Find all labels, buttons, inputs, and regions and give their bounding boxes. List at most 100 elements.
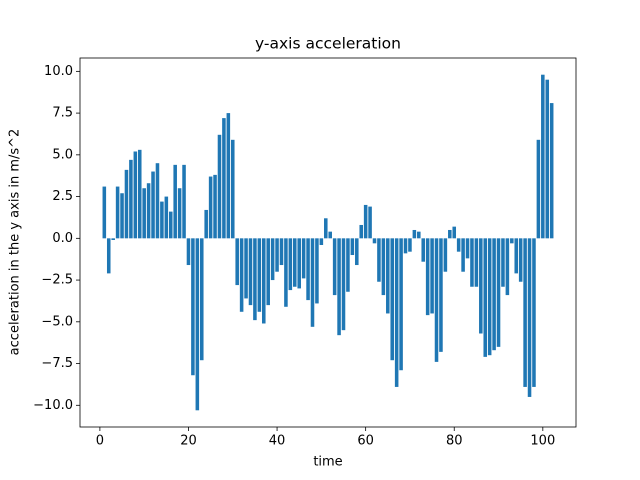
bar xyxy=(239,238,244,312)
bar xyxy=(168,211,173,239)
y-tick-label: 5.0 xyxy=(52,147,73,162)
bar xyxy=(417,231,421,239)
bar xyxy=(430,238,434,314)
bar xyxy=(199,238,204,361)
bar xyxy=(403,238,408,254)
bar xyxy=(324,218,328,239)
bar xyxy=(487,238,492,356)
bar xyxy=(443,238,448,272)
bar xyxy=(332,238,337,296)
bar xyxy=(182,164,186,239)
bar xyxy=(191,238,195,376)
bar xyxy=(452,226,457,239)
bar xyxy=(270,238,275,281)
bar xyxy=(448,229,452,239)
bar xyxy=(177,188,182,239)
bar xyxy=(120,193,124,239)
bar xyxy=(173,164,177,239)
bar xyxy=(474,238,479,287)
bar xyxy=(456,238,461,252)
bar xyxy=(536,139,541,239)
bar xyxy=(510,238,514,244)
bar xyxy=(160,201,164,239)
bar xyxy=(479,238,483,334)
bar xyxy=(541,74,545,239)
bar xyxy=(328,231,332,239)
y-tick-label: −2.5 xyxy=(41,273,73,288)
bar xyxy=(111,238,115,240)
bar xyxy=(496,238,501,347)
y-tick-label: 0.0 xyxy=(52,231,73,246)
x-tick-label: 60 xyxy=(357,434,374,449)
bar xyxy=(355,238,359,266)
y-tick-label: −5.0 xyxy=(41,314,73,329)
bar xyxy=(155,163,160,239)
x-tick-label: 20 xyxy=(180,434,197,449)
bar xyxy=(434,238,439,362)
bar xyxy=(377,238,381,282)
bar xyxy=(275,238,279,272)
bar xyxy=(262,238,266,324)
bar xyxy=(293,238,297,287)
bar xyxy=(226,113,231,239)
y-tick-label: 7.5 xyxy=(52,106,73,121)
plot-frame xyxy=(79,57,577,428)
bar xyxy=(350,238,355,256)
bar xyxy=(106,238,111,274)
bar xyxy=(142,188,146,239)
bar xyxy=(306,238,310,301)
x-tick-label: 0 xyxy=(96,434,104,449)
bar xyxy=(151,171,155,239)
bar xyxy=(341,238,346,331)
bar xyxy=(266,238,270,306)
bar xyxy=(257,238,262,312)
bar xyxy=(461,238,465,272)
bar xyxy=(230,139,235,239)
bar xyxy=(337,238,341,336)
bar xyxy=(501,238,505,287)
bar xyxy=(253,238,257,321)
bar xyxy=(279,238,284,266)
bar xyxy=(235,238,239,286)
bar xyxy=(549,103,554,239)
x-tick-label: 100 xyxy=(530,434,555,449)
bar xyxy=(523,238,527,387)
bar xyxy=(133,151,138,239)
bar xyxy=(284,238,288,307)
bar xyxy=(545,79,550,239)
bar xyxy=(399,238,403,371)
bar xyxy=(421,238,426,262)
bar xyxy=(412,229,417,239)
bar xyxy=(439,238,443,352)
bar xyxy=(514,238,519,274)
bar xyxy=(213,174,217,239)
y-tick-label: −7.5 xyxy=(41,356,73,371)
bar xyxy=(363,204,368,239)
y-tick-label: −10.0 xyxy=(33,398,73,413)
bar xyxy=(408,238,412,252)
bar xyxy=(483,238,488,357)
bar xyxy=(390,238,394,361)
bar xyxy=(315,238,319,304)
bar xyxy=(492,238,496,351)
x-axis-label: time xyxy=(313,455,342,470)
bar xyxy=(425,238,430,316)
bar xyxy=(301,238,306,279)
bar xyxy=(137,149,142,239)
bar xyxy=(102,186,107,239)
bar xyxy=(319,238,324,246)
bar xyxy=(208,176,213,239)
bar xyxy=(195,238,200,411)
bar xyxy=(505,238,510,296)
chart-title: y-axis acceleration xyxy=(255,35,401,53)
bar xyxy=(368,206,372,239)
bar xyxy=(186,238,191,266)
bar xyxy=(532,238,536,387)
bar xyxy=(288,238,293,291)
bar xyxy=(217,134,222,239)
bar xyxy=(124,169,129,239)
bar xyxy=(146,183,151,239)
bar xyxy=(381,238,386,296)
bar xyxy=(204,209,208,239)
